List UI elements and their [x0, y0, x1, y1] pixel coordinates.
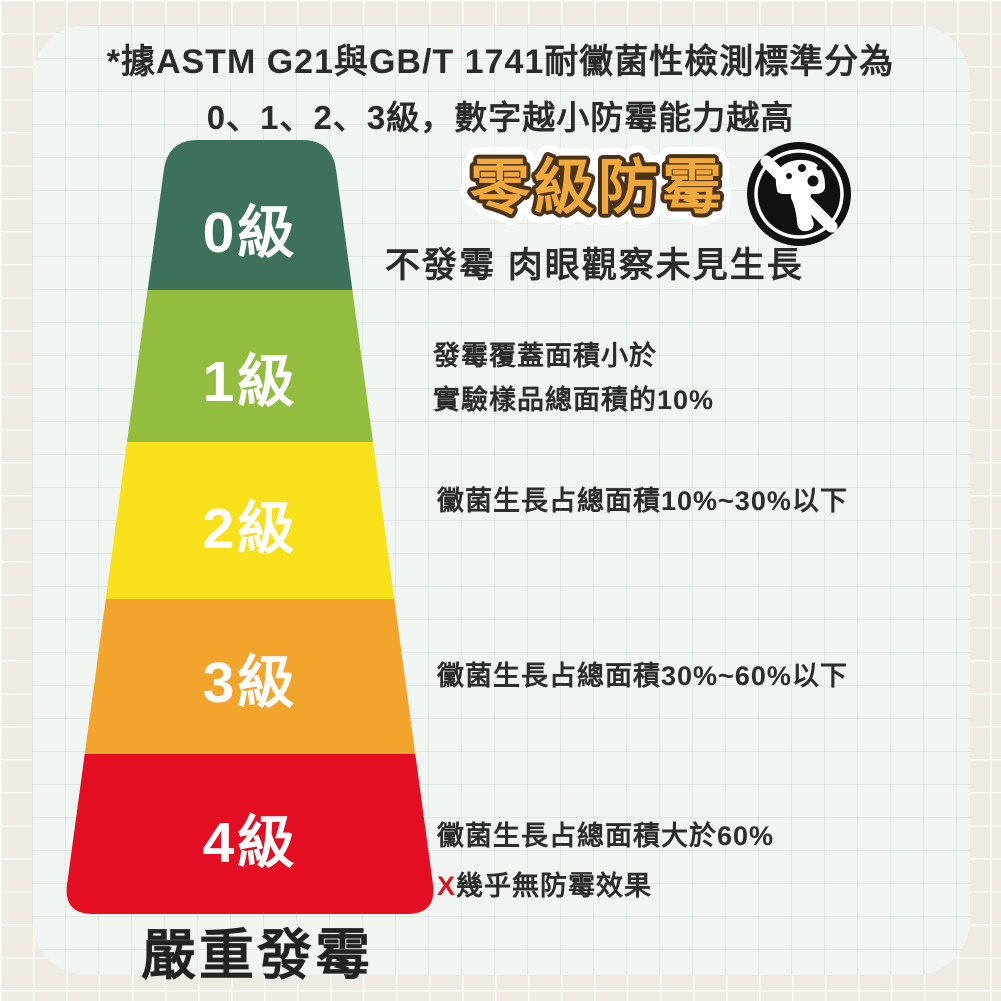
funnel-band-level3: [66, 599, 434, 754]
x-mark: X: [437, 871, 457, 901]
funnel-label-level4: 4級: [202, 811, 298, 875]
funnel-label-level0: 0級: [202, 201, 298, 265]
funnel-band-level4: [66, 754, 434, 914]
severe-mold-caption: 嚴重發霉: [140, 924, 374, 986]
level0-description: 不發霉 肉眼觀察未見生長: [385, 246, 804, 285]
badge-halo: 零級防霉: [470, 154, 726, 221]
level4-description: 黴菌生長占總面積大於60%: [437, 821, 775, 851]
level2-description: 黴菌生長占總面積10%~30%以下: [437, 486, 848, 516]
level1-description-line2: 實驗樣品總面積的10%: [433, 385, 715, 415]
badge-outline: 零級防霉: [470, 154, 726, 221]
level3-description: 黴菌生長占總面積30%~60%以下: [437, 661, 848, 691]
funnel-label-level2: 2級: [202, 497, 298, 561]
level1-description-line1: 發霉覆蓋面積小於: [433, 341, 657, 371]
no-mold-icon: [747, 142, 851, 246]
badge-title: 零級防霉: [470, 154, 726, 221]
zero-level-badge: 零級防霉 零級防霉 零級防霉: [459, 143, 733, 232]
level1-description: 發霉覆蓋面積小於 實驗樣品總面積的10%: [433, 334, 714, 422]
header-line-2: 0、1、2、3級，數字越小防霉能力越高: [206, 99, 795, 136]
funnel-label-level1: 1級: [202, 350, 298, 414]
funnel-band-level2: [66, 442, 434, 599]
level4-note-text: 幾乎無防霉效果: [456, 871, 653, 901]
funnel-label-level3: 3級: [202, 651, 298, 715]
level4-note: X幾乎無防霉效果: [437, 864, 652, 908]
page-header: *據ASTM G21與GB/T 1741耐黴菌性檢測標準分為 0、1、2、3級，…: [0, 34, 1001, 139]
header-line-1: *據ASTM G21與GB/T 1741耐黴菌性檢測標準分為: [106, 43, 895, 81]
